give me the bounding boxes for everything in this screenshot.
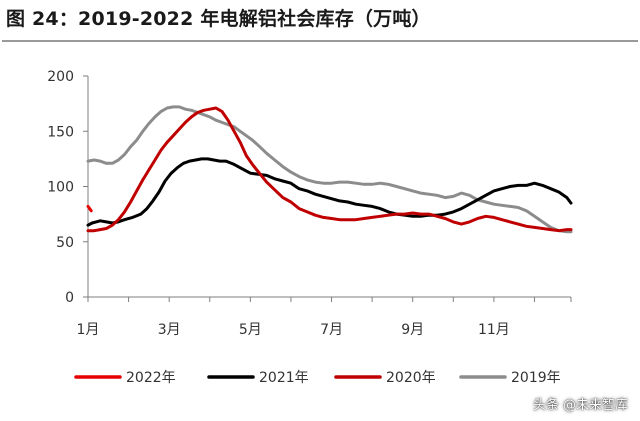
x-tick-label: 1月 <box>77 322 100 338</box>
title-divider <box>2 40 638 42</box>
y-tick-label: 200 <box>47 69 74 85</box>
chart-axes: 0 50 100 150 200 1月 3月 5月 7月 9月 11月 <box>47 69 572 338</box>
x-tick-label: 7月 <box>320 322 343 338</box>
chart-series <box>86 105 573 234</box>
series-line-3 <box>86 105 573 234</box>
chart-title: 图 24：2019-2022 年电解铝社会库存（万吨） <box>6 8 431 30</box>
series-line-0 <box>86 204 93 213</box>
legend-label: 2019年 <box>511 370 561 386</box>
x-tick-label: 9月 <box>401 322 424 338</box>
y-tick-label: 100 <box>47 180 74 196</box>
y-tick-label: 50 <box>56 235 74 251</box>
x-tick-label: 11月 <box>478 322 510 338</box>
legend-label: 2022年 <box>126 370 176 386</box>
x-tick-label: 5月 <box>239 322 262 338</box>
x-tick-label: 3月 <box>158 322 181 338</box>
series-line-2 <box>86 106 573 233</box>
series-line-1 <box>86 157 573 227</box>
source-watermark: 头条 @未来智库 <box>532 398 628 413</box>
y-tick-label: 0 <box>65 290 74 306</box>
chart-legend: 2022年 2021年 2020年 2019年 <box>74 370 561 386</box>
legend-label: 2021年 <box>259 370 309 386</box>
y-tick-label: 150 <box>47 124 74 140</box>
legend-label: 2020年 <box>386 370 436 386</box>
